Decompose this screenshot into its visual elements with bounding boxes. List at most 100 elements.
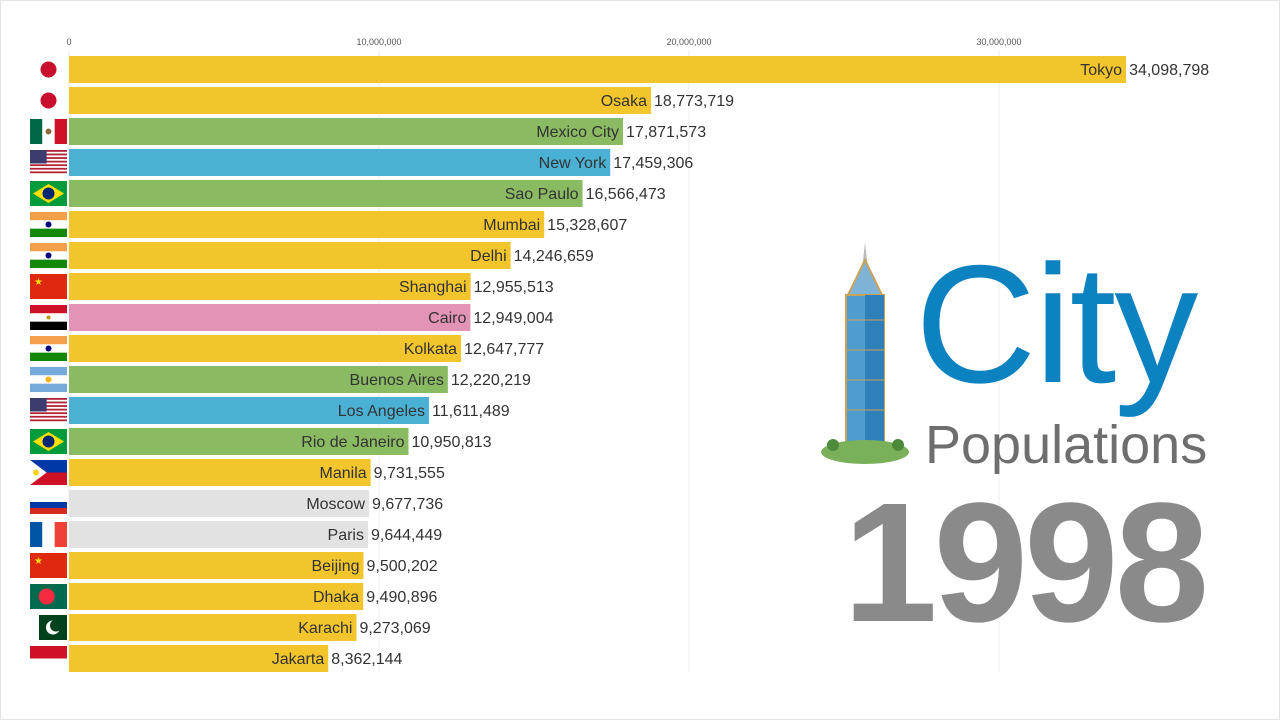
bar-city-label: Delhi bbox=[470, 248, 506, 265]
bar-row: Beijing 9,500,202 bbox=[69, 552, 438, 579]
bar bbox=[69, 490, 370, 517]
bar-value-label: 10,950,813 bbox=[411, 434, 491, 451]
bar-row: Karachi 9,273,069 bbox=[69, 614, 431, 641]
bar bbox=[69, 397, 429, 424]
bar-row: Shanghai 12,955,513 bbox=[69, 273, 554, 300]
bar-value-label: 17,459,306 bbox=[613, 155, 693, 172]
bar bbox=[69, 242, 511, 269]
bar-value-label: 9,644,449 bbox=[371, 527, 442, 544]
flag-philippines-icon bbox=[30, 460, 67, 485]
flag-japan-icon bbox=[40, 92, 57, 109]
bar-city-label: Sao Paulo bbox=[505, 186, 579, 203]
bar-row: Kolkata 12,647,777 bbox=[69, 335, 544, 362]
bar-value-label: 11,611,489 bbox=[432, 403, 510, 420]
bar-row: Manila 9,731,555 bbox=[69, 459, 445, 486]
bar-city-label: Buenos Aires bbox=[350, 372, 444, 389]
bar-city-label: Beijing bbox=[311, 558, 359, 575]
bar-row: Tokyo 34,098,798 bbox=[69, 56, 1209, 83]
bar bbox=[69, 273, 471, 300]
bar-row: Delhi 14,246,659 bbox=[69, 242, 594, 269]
svg-text:★: ★ bbox=[34, 277, 43, 288]
bar-row: Jakarta 8,362,144 bbox=[69, 645, 403, 672]
bar-row: Moscow 9,677,736 bbox=[69, 490, 443, 517]
title-populations: Populations bbox=[925, 415, 1208, 475]
bar-city-label: Dhaka bbox=[313, 589, 359, 606]
flag-india-icon bbox=[30, 336, 67, 361]
flag-japan-icon bbox=[40, 61, 57, 78]
bar bbox=[69, 149, 611, 176]
bar-city-label: Jakarta bbox=[272, 651, 325, 668]
bar-row: Buenos Aires 12,220,219 bbox=[69, 366, 531, 393]
bar bbox=[69, 335, 462, 362]
bar-city-label: Shanghai bbox=[399, 279, 467, 296]
bar-city-label: Mexico City bbox=[536, 124, 619, 141]
bar-row: New York 17,459,306 bbox=[69, 149, 693, 176]
bar-value-label: 16,566,473 bbox=[586, 186, 666, 203]
flag-argentina-icon bbox=[30, 367, 67, 392]
flag-russia-icon bbox=[30, 496, 67, 514]
bar bbox=[69, 645, 329, 672]
bar bbox=[69, 180, 583, 207]
x-tick-label: 20,000,000 bbox=[666, 37, 711, 47]
bar-value-label: 12,949,004 bbox=[473, 310, 553, 327]
bar-city-label: Cairo bbox=[428, 310, 466, 327]
bar-value-label: 12,220,219 bbox=[451, 372, 531, 389]
bar-city-label: Moscow bbox=[306, 496, 365, 513]
bar-row: Osaka 18,773,719 bbox=[69, 87, 734, 114]
bar-row: Sao Paulo 16,566,473 bbox=[69, 180, 666, 207]
bar-value-label: 34,098,798 bbox=[1129, 62, 1209, 79]
bar bbox=[69, 56, 1127, 83]
bar bbox=[69, 118, 624, 145]
bar-city-label: Paris bbox=[328, 527, 364, 544]
flag-usa-icon bbox=[30, 398, 67, 422]
bar bbox=[69, 304, 471, 331]
bar bbox=[69, 521, 368, 548]
x-tick-label: 30,000,000 bbox=[976, 37, 1021, 47]
bar bbox=[69, 366, 448, 393]
bar-value-label: 18,773,719 bbox=[654, 93, 734, 110]
year-label: 1998 bbox=[843, 468, 1209, 658]
bar-city-label: Kolkata bbox=[404, 341, 457, 358]
bar bbox=[69, 428, 409, 455]
bar-city-label: New York bbox=[539, 155, 608, 172]
flag-china-icon: ★ bbox=[30, 274, 67, 299]
bar bbox=[69, 87, 651, 114]
bar-value-label: 12,955,513 bbox=[474, 279, 554, 296]
x-tick-label: 0 bbox=[66, 37, 71, 47]
bar-city-label: Tokyo bbox=[1080, 62, 1122, 79]
bar-value-label: 9,273,069 bbox=[359, 620, 430, 637]
bar-city-label: Karachi bbox=[298, 620, 352, 637]
bar-value-label: 15,328,607 bbox=[547, 217, 627, 234]
bar-city-label: Osaka bbox=[601, 93, 647, 110]
bar-row: Los Angeles 11,611,489 bbox=[69, 397, 510, 424]
flag-india-icon bbox=[30, 243, 67, 268]
bar-row: Mumbai 15,328,607 bbox=[69, 211, 627, 238]
bar bbox=[69, 459, 371, 486]
bar bbox=[69, 583, 364, 610]
flag-bangladesh-icon bbox=[30, 584, 67, 609]
title-city: City bbox=[915, 230, 1198, 418]
bar-row: Cairo 12,949,004 bbox=[69, 304, 554, 331]
x-tick-label: 10,000,000 bbox=[356, 37, 401, 47]
bar bbox=[69, 614, 357, 641]
bar bbox=[69, 211, 545, 238]
svg-text:★: ★ bbox=[34, 556, 43, 567]
bar-row: Paris 9,644,449 bbox=[69, 521, 442, 548]
flag-egypt-icon bbox=[30, 305, 67, 330]
bar-city-label: Rio de Janeiro bbox=[301, 434, 404, 451]
flag-india-icon bbox=[30, 212, 67, 237]
skyscraper-icon bbox=[821, 242, 909, 464]
bar-city-label: Manila bbox=[320, 465, 367, 482]
bar-value-label: 9,731,555 bbox=[374, 465, 445, 482]
flag-brazil-icon bbox=[30, 429, 67, 454]
bar-row: Rio de Janeiro 10,950,813 bbox=[69, 428, 492, 455]
bar-city-label: Los Angeles bbox=[338, 403, 425, 420]
bar-value-label: 8,362,144 bbox=[331, 651, 402, 668]
bar-row: Mexico City 17,871,573 bbox=[69, 118, 706, 145]
flag-indonesia-icon bbox=[30, 646, 67, 659]
flag-brazil-icon bbox=[30, 181, 67, 206]
bar-value-label: 9,677,736 bbox=[372, 496, 443, 513]
flag-mexico-icon bbox=[30, 119, 67, 144]
bar-value-label: 17,871,573 bbox=[626, 124, 706, 141]
